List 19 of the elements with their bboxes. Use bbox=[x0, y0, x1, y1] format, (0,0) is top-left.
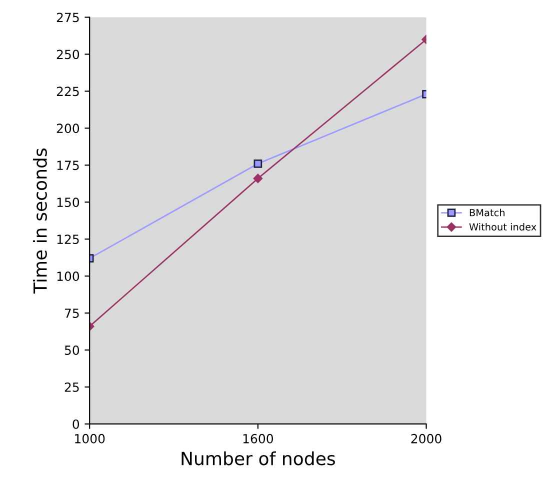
y-tick-label: 225 bbox=[56, 86, 79, 96]
x-axis-title: Number of nodes bbox=[182, 451, 335, 466]
y-axis-title: Time in seconds bbox=[32, 148, 47, 294]
y-tick-label: 75 bbox=[64, 308, 79, 318]
y-tick-label: 0 bbox=[72, 419, 80, 429]
y-tick-label: 150 bbox=[57, 198, 80, 208]
x-tick-label: 2000 bbox=[411, 434, 442, 444]
x-tick-label: 1600 bbox=[243, 434, 273, 444]
y-tick-label: 175 bbox=[57, 160, 79, 170]
y-tick-label: 100 bbox=[57, 272, 80, 282]
legend-label: BMatch bbox=[470, 208, 504, 216]
x-tick-label: 1000 bbox=[75, 434, 105, 444]
y-tick-label: 200 bbox=[56, 124, 80, 134]
legend-label: Without index bbox=[469, 223, 536, 231]
y-tick-label: 125 bbox=[57, 234, 79, 244]
y-tick-label: 250 bbox=[56, 50, 80, 60]
y-tick-label: 25 bbox=[64, 382, 79, 392]
y-tick-label: 275 bbox=[56, 12, 79, 22]
y-tick-label: 50 bbox=[64, 346, 80, 355]
